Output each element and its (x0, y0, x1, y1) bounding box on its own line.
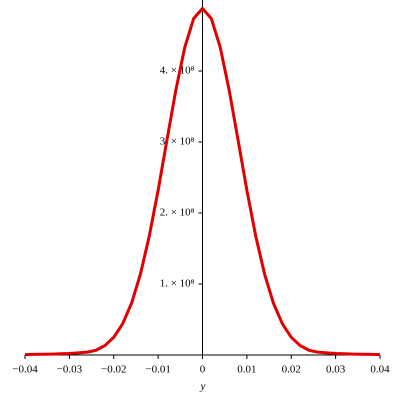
x-tick-label: 0.02 (282, 364, 301, 376)
x-tick-label: −0.02 (101, 364, 126, 376)
y-tick-label: 1. × 10⁸ (160, 278, 195, 290)
curve (24, 7, 381, 357)
y-tick-label: 2. × 10⁸ (160, 207, 195, 219)
x-axis-label: y (200, 381, 206, 393)
x-tick-label: −0.04 (12, 364, 38, 376)
x-tick-label: 0 (200, 364, 206, 376)
x-tick-label: 0.03 (326, 364, 346, 376)
x-tick-label: −0.01 (145, 364, 170, 376)
y-tick-label: 4. × 10⁸ (160, 65, 195, 77)
x-tick-label: −0.03 (57, 364, 83, 376)
x-tick-label: 0.04 (370, 364, 390, 376)
x-tick-label: 0.01 (237, 364, 256, 376)
